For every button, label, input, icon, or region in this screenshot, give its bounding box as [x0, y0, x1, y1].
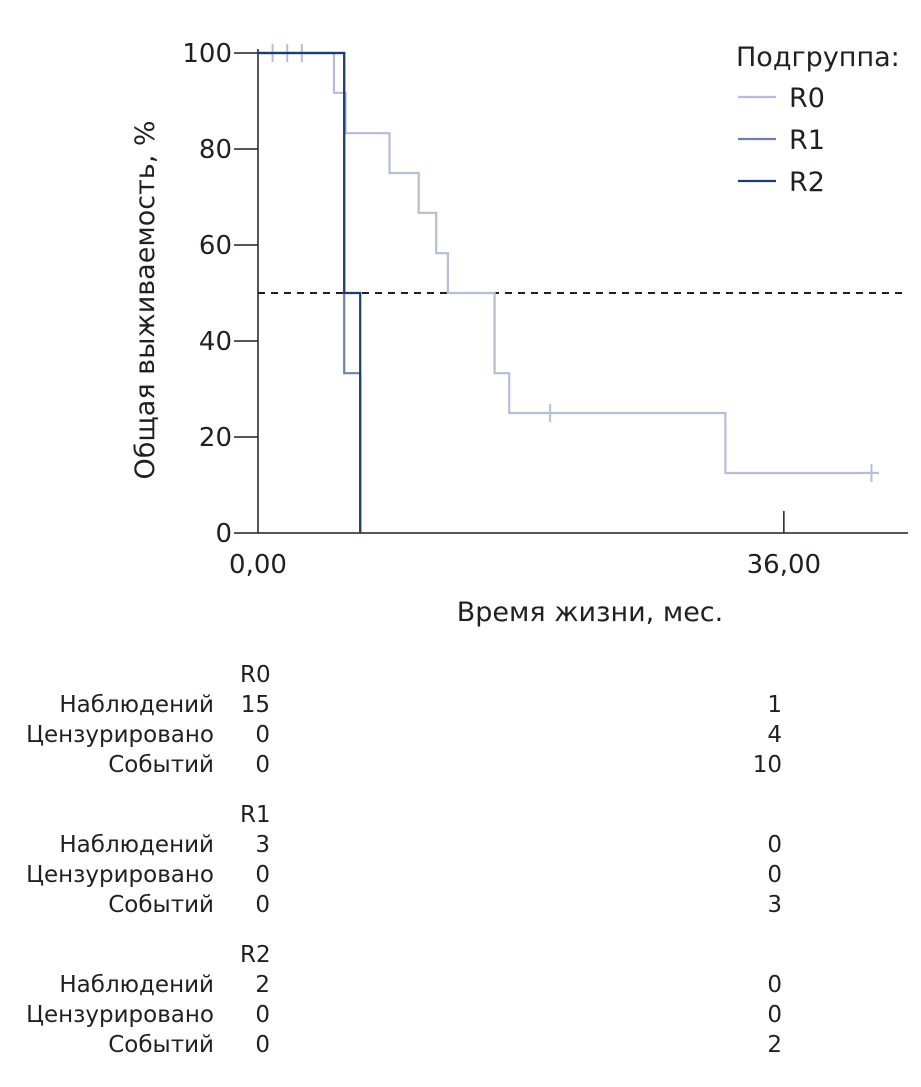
series-lines: [258, 44, 879, 533]
risk-value-36: 10: [752, 752, 782, 778]
y-tick-label: 80: [199, 135, 232, 165]
risk-value-36: 4: [767, 722, 782, 748]
risk-row-label: Наблюдений: [59, 972, 214, 998]
series-line-r2: [258, 51, 362, 533]
risk-row-label: Наблюдений: [59, 832, 214, 858]
risk-row-label: Событий: [108, 1032, 214, 1058]
legend-label-r1: R1: [789, 125, 825, 156]
y-tick-label: 20: [199, 423, 232, 453]
legend-label-r0: R0: [789, 83, 825, 114]
risk-value-36: 2: [767, 1032, 782, 1058]
y-tick-label: 100: [182, 39, 232, 69]
risk-value-start: 15: [240, 692, 270, 718]
risk-row-label: Цензурировано: [26, 722, 214, 748]
risk-value-36: 0: [767, 862, 782, 888]
risk-value-start: 2: [255, 972, 270, 998]
risk-value-start: 0: [255, 1002, 270, 1028]
risk-value-36: 3: [767, 892, 782, 918]
risk-group-label: R0: [240, 662, 271, 688]
risk-value-start: 0: [255, 752, 270, 778]
risk-group-label: R2: [240, 942, 271, 968]
risk-value-36: 0: [767, 832, 782, 858]
legend-title: Подгруппа:: [736, 42, 900, 73]
risk-row-label: Цензурировано: [26, 862, 214, 888]
risk-value-36: 0: [767, 1002, 782, 1028]
y-tick-label: 60: [199, 231, 232, 261]
y-axis: 0 20 40 60 80 100: [182, 39, 259, 549]
risk-value-start: 0: [255, 1032, 270, 1058]
legend-label-r2: R2: [789, 167, 825, 198]
risk-row-label: Цензурировано: [26, 1002, 214, 1028]
risk-group-label: R1: [240, 802, 271, 828]
y-tick-label: 0: [215, 519, 232, 549]
risk-value-start: 0: [255, 722, 270, 748]
legend: Подгруппа: R0 R1 R2: [736, 42, 900, 198]
x-axis-title: Время жизни, мес.: [457, 597, 723, 628]
risk-table: R0 Наблюдений 15 1 Цензурировано 0 4 Событий 0 10…: [0, 660, 921, 1080]
series-line-r0: [258, 51, 879, 475]
y-axis-title: Общая выживаемость, %: [130, 120, 161, 479]
x-tick-label: 0,00: [229, 550, 287, 580]
risk-value-start: 3: [255, 832, 270, 858]
risk-row-label: Событий: [108, 752, 214, 778]
risk-value-start: 0: [255, 892, 270, 918]
risk-value-36: 1: [767, 692, 782, 718]
y-tick-label: 40: [199, 327, 232, 357]
x-axis: 0,00 36,00: [229, 511, 908, 580]
x-tick-label: 36,00: [747, 550, 821, 580]
risk-value-start: 0: [255, 862, 270, 888]
risk-value-36: 0: [767, 972, 782, 998]
survival-chart: 0 20 40 60 80 100 0,00 36,00 Время жизни, мес.…: [130, 39, 908, 628]
risk-row-label: Событий: [108, 892, 214, 918]
risk-row-label: Наблюдений: [59, 692, 214, 718]
